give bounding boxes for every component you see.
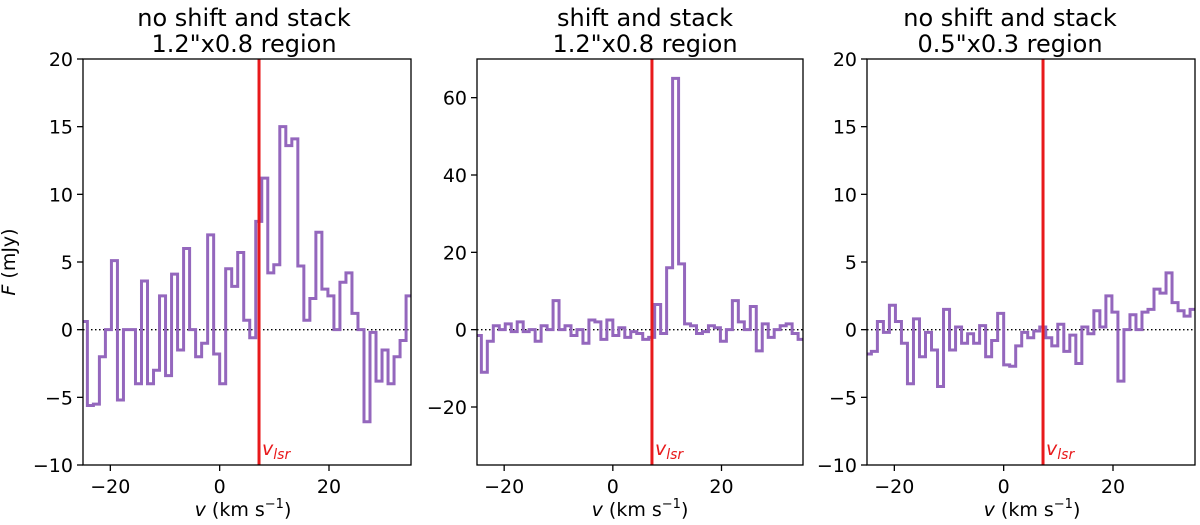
vlsr-label: vlsr [262, 438, 291, 463]
x-tick-label: 20 [1101, 476, 1125, 498]
plot-area: vlsr −20 0 20 −20 0 20 40 60 [427, 58, 804, 498]
y-tick-label: 5 [61, 252, 73, 274]
axes-frame [82, 58, 412, 466]
x-tick-label: −20 [874, 476, 914, 498]
y-tick-label: −10 [33, 455, 73, 477]
spectrum-series [477, 76, 803, 374]
spectrum-series [867, 271, 1195, 389]
x-tick-label: 0 [607, 476, 619, 498]
panel-title-line2: 1.2"x0.8 region [552, 30, 737, 58]
x-tick-label: 0 [998, 476, 1010, 498]
y-tick-label: 10 [49, 184, 73, 206]
y-tick-label: 60 [443, 88, 467, 110]
y-tick-label: 0 [845, 320, 857, 342]
spectrum-series [83, 125, 411, 424]
panel-title-line1: no shift and stack [137, 4, 351, 32]
plot-area: vlsr −20 0 20 −10 −5 0 5 10 15 20 [33, 49, 412, 498]
y-axis-label: F (mJy) [0, 228, 20, 295]
y-tick-label: −5 [45, 387, 73, 409]
y-tick-label: 0 [455, 320, 467, 342]
x-tick-label: 0 [214, 476, 226, 498]
x-tick-label: −20 [484, 476, 524, 498]
y-tick-label: 20 [443, 242, 467, 264]
vlsr-label-sub: lsr [666, 447, 684, 463]
vlsr-label: vlsr [655, 438, 684, 463]
panel-title-line1: shift and stack [557, 4, 733, 32]
axes-frame [866, 58, 1196, 466]
panel-title-line2: 1.2"x0.8 region [151, 30, 336, 58]
plot-clip-group [83, 59, 411, 465]
plot-clip-group [477, 59, 803, 465]
y-tick-label: −10 [817, 455, 857, 477]
axes-frame [476, 58, 804, 466]
panel-title-line1: no shift and stack [903, 4, 1117, 32]
y-tick-label: 5 [845, 252, 857, 274]
y-tick-label: 10 [833, 184, 857, 206]
vlsr-label-sub: lsr [1057, 447, 1075, 463]
y-tick-label: 0 [61, 320, 73, 342]
plot-area: vlsr −20 0 20 −10 −5 0 5 10 15 20 [817, 49, 1196, 498]
vlsr-label-var: v [655, 438, 667, 460]
x-tick-label: 20 [317, 476, 341, 498]
panel-no-shift-stack-1-2x0-8: no shift and stack 1.2"x0.8 region vlsr −… [0, 4, 412, 521]
y-tick-label: 15 [833, 117, 857, 139]
x-axis-label: v (km s−1) [984, 497, 1081, 521]
plot-clip-group [867, 59, 1195, 465]
x-tick-label: 20 [709, 476, 733, 498]
y-tick-label: 40 [443, 165, 467, 187]
x-tick-label: −20 [90, 476, 130, 498]
vlsr-label-var: v [1046, 438, 1058, 460]
vlsr-label: vlsr [1046, 438, 1075, 463]
vlsr-label-var: v [262, 438, 274, 460]
panel-no-shift-stack-0-5x0-3: no shift and stack 0.5"x0.3 region vlsr −… [817, 4, 1196, 521]
panel-title-line2: 0.5"x0.3 region [917, 30, 1102, 58]
panel-shift-stack-1-2x0-8: shift and stack 1.2"x0.8 region vlsr −20 0… [427, 4, 804, 521]
y-tick-label: −20 [427, 397, 467, 419]
y-tick-label: 20 [833, 49, 857, 71]
y-tick-label: 15 [49, 117, 73, 139]
x-axis-label: v (km s−1) [195, 497, 292, 521]
y-tick-label: 20 [49, 49, 73, 71]
x-axis-label: v (km s−1) [592, 497, 689, 521]
vlsr-label-sub: lsr [273, 447, 291, 463]
y-tick-label: −5 [829, 387, 857, 409]
